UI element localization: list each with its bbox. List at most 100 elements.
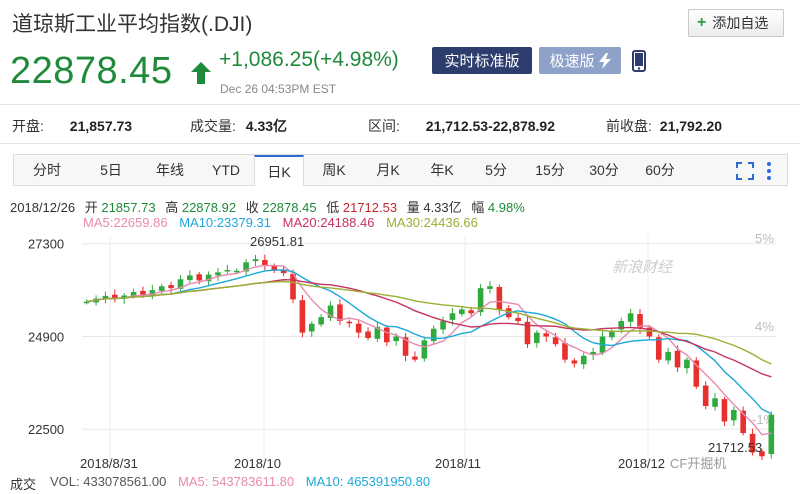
y-tick-label-0: 27300 bbox=[28, 237, 64, 252]
candle-63 bbox=[674, 350, 681, 368]
mobile-icon[interactable] bbox=[632, 50, 646, 72]
candle-41 bbox=[468, 310, 475, 314]
candle-67 bbox=[712, 398, 718, 407]
ma10-label: MA10: bbox=[179, 215, 217, 230]
tab-yearly-k[interactable]: 年K bbox=[430, 162, 454, 178]
candle-46 bbox=[515, 317, 521, 322]
candle-37 bbox=[430, 328, 437, 342]
ma30-value: 24436.66 bbox=[423, 215, 478, 230]
period-tabs: 分时 5日 年线 YTD 日K 周K 月K 年K 5分 15分 30分 60分 bbox=[13, 154, 788, 186]
fast-version-label: 极速版 bbox=[549, 53, 595, 70]
tab-ytd[interactable]: YTD bbox=[212, 162, 240, 178]
ohlc-high: 22878.92 bbox=[181, 200, 237, 215]
candle-49 bbox=[543, 333, 550, 337]
candle-28 bbox=[346, 321, 353, 324]
candle-50 bbox=[552, 337, 559, 345]
candle-5 bbox=[130, 292, 137, 297]
tab-weekly-k[interactable]: 周K bbox=[322, 162, 346, 178]
ohlc-close-label: 收 bbox=[245, 200, 259, 215]
candle-39 bbox=[449, 313, 456, 320]
tab-intraday[interactable]: 分时 bbox=[33, 162, 61, 178]
stat-volume-label: 成交量: bbox=[190, 118, 236, 134]
candle-52 bbox=[571, 360, 578, 364]
candle-47 bbox=[524, 321, 531, 345]
x-tick-label-2: 2018/11 bbox=[435, 456, 481, 471]
candle-24 bbox=[308, 323, 315, 332]
fast-version-button[interactable]: 极速版 bbox=[539, 47, 621, 74]
candle-53 bbox=[580, 355, 587, 365]
ma30-label: MA30: bbox=[386, 215, 424, 230]
ma-line-30 bbox=[86, 280, 772, 365]
candle-58 bbox=[627, 313, 634, 322]
ohlc-low: 21712.53 bbox=[342, 200, 398, 215]
candle-40 bbox=[459, 309, 465, 315]
candle-42 bbox=[477, 288, 484, 313]
tab-5day[interactable]: 5日 bbox=[100, 162, 122, 178]
candle-69 bbox=[730, 409, 737, 421]
index-title: 道琼斯工业平均指数(.DJI) bbox=[12, 13, 253, 36]
tab-year-line[interactable]: 年线 bbox=[156, 162, 184, 178]
x-tick-label-1: 2018/10 bbox=[234, 456, 281, 471]
fullscreen-icon[interactable] bbox=[736, 162, 754, 180]
candlestick-chart[interactable]: 2730024900225005%4%-1%新浪财经26951.8121712.… bbox=[0, 228, 800, 494]
volume-legend: VOL: 433078561.00 MA5: 543783611.80 MA10… bbox=[50, 474, 430, 489]
tab-15min[interactable]: 15分 bbox=[535, 162, 565, 178]
ohlc-close: 22878.45 bbox=[262, 200, 317, 215]
quote-timestamp: Dec 26 04:53PM EST bbox=[220, 82, 337, 96]
candle-56 bbox=[609, 330, 615, 338]
stat-open-value: 21,857.73 bbox=[69, 118, 133, 134]
ohlc-high-label: 高 bbox=[165, 200, 179, 215]
ma10-value: 23379.31 bbox=[216, 215, 272, 230]
candle-32 bbox=[383, 327, 390, 343]
more-menu-icon[interactable] bbox=[766, 161, 772, 181]
ma20-label: MA20: bbox=[282, 215, 321, 230]
y-tick-label-1: 24900 bbox=[28, 329, 64, 344]
ma-legend: MA5:22659.86 MA10:23379.31 MA20:24188.46… bbox=[83, 215, 478, 230]
candle-11 bbox=[187, 275, 193, 281]
candle-12 bbox=[196, 274, 203, 281]
candle-33 bbox=[393, 336, 399, 342]
candle-60 bbox=[646, 327, 653, 337]
tab-daily-k[interactable]: 日K bbox=[254, 155, 304, 186]
ohlc-open-label: 开 bbox=[84, 200, 98, 215]
tab-5min[interactable]: 5分 bbox=[485, 162, 507, 178]
ohlc-date: 2018/12/26 bbox=[10, 200, 76, 215]
sina-watermark: 新浪财经 bbox=[612, 259, 674, 276]
candle-66 bbox=[702, 385, 709, 407]
y-tick-label-2: 22500 bbox=[28, 422, 64, 437]
candle-23 bbox=[299, 300, 306, 333]
candle-7 bbox=[149, 290, 156, 296]
tab-60min[interactable]: 60分 bbox=[645, 162, 675, 178]
candle-73 bbox=[768, 414, 775, 455]
add-watchlist-button[interactable]: + 添加自选 bbox=[688, 9, 784, 37]
tab-monthly-k[interactable]: 月K bbox=[376, 162, 400, 178]
ohlc-vol-label: 量 bbox=[406, 200, 420, 215]
stat-prev-close-label: 前收盘: bbox=[606, 118, 652, 134]
low-annotation: 21712.53 bbox=[708, 440, 762, 455]
candle-13 bbox=[205, 274, 212, 282]
right-tick-label-0: 5% bbox=[755, 231, 774, 246]
price-change: +1,086.25(+4.98%) bbox=[219, 48, 399, 71]
candle-62 bbox=[665, 351, 671, 361]
candle-61 bbox=[655, 337, 662, 360]
candle-71 bbox=[749, 433, 756, 453]
candle-21 bbox=[280, 269, 287, 274]
candle-26 bbox=[327, 305, 334, 318]
ma20-value: 24188.46 bbox=[320, 215, 375, 230]
candle-70 bbox=[740, 410, 746, 434]
volume-label: 成交 bbox=[10, 477, 37, 492]
candle-27 bbox=[337, 304, 343, 322]
candle-38 bbox=[440, 321, 446, 330]
stat-range-label: 区间: bbox=[368, 118, 400, 134]
candle-0 bbox=[83, 301, 90, 304]
x-tick-label-0: 2018/8/31 bbox=[80, 456, 138, 471]
candle-10 bbox=[177, 279, 184, 289]
stat-volume: 成交量: 4.33亿 bbox=[190, 116, 287, 136]
candle-25 bbox=[318, 317, 324, 325]
ma5-label: MA5: bbox=[83, 215, 114, 230]
candle-48 bbox=[534, 332, 540, 344]
current-price: 22878.45 bbox=[10, 50, 173, 92]
tab-30min[interactable]: 30分 bbox=[589, 162, 619, 178]
candle-59 bbox=[637, 314, 643, 329]
realtime-standard-button[interactable]: 实时标准版 bbox=[432, 47, 532, 74]
